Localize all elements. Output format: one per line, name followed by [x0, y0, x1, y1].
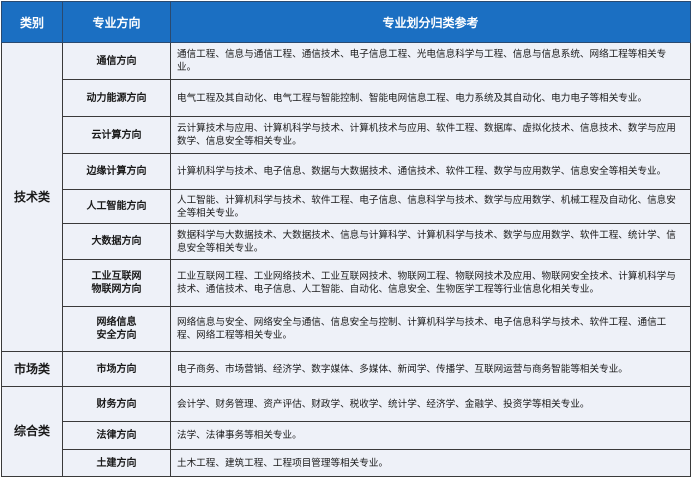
majors-cell: 云计算技术与应用、计算机科学与技术、计算机技术与应用、软件工程、数据库、虚拟化技… [170, 116, 691, 154]
table-row: 云计算方向 云计算技术与应用、计算机科学与技术、计算机技术与应用、软件工程、数据库… [2, 116, 691, 154]
majors-cell: 电子商务、市场营销、经济学、数字媒体、多媒体、新闻学、传播学、互联网运营与商务智… [170, 351, 691, 387]
majors-cell: 电气工程及其自动化、电气工程与智能控制、智能电网信息工程、电力系统及其自动化、电… [170, 79, 691, 117]
direction-cell: 财务方向 [62, 386, 171, 422]
direction-cell: 工业互联网 物联网方向 [62, 259, 171, 307]
direction-cell: 人工智能方向 [62, 189, 171, 224]
header-majors: 专业划分归类参考 [170, 1, 691, 43]
table-row: 边缘计算方向 计算机科学与技术、电子信息、数据与大数据技术、通信技术、软件工程、数… [2, 153, 691, 190]
table-row: 工业互联网 物联网方向 工业互联网工程、工业网络技术、工业互联网技术、物联网工程、… [2, 259, 691, 307]
direction-cell: 法律方向 [62, 421, 171, 450]
majors-cell: 土木工程、建筑工程、工程项目管理等相关专业。 [170, 449, 691, 477]
majors-cell: 通信工程、信息与通信工程、通信技术、电子信息工程、光电信息科学与工程、信息与信息… [170, 42, 691, 80]
category-cell: 市场类 [1, 351, 63, 387]
category-cell: 综合类 [1, 386, 63, 477]
table-row: 网络信息 安全方向 网络信息与安全、网络安全与通信、信息安全与控制、计算机科学与技… [2, 306, 691, 352]
table-row: 综合类 财务方向 会计学、财务管理、资产评估、财政学、税收学、统计学、经济学、金融学… [1, 386, 691, 477]
direction-cell: 网络信息 安全方向 [62, 306, 171, 352]
majors-cell: 工业互联网工程、工业网络技术、工业互联网技术、物联网工程、物联网技术及应用、物联… [170, 259, 691, 307]
direction-cell: 通信方向 [62, 42, 171, 80]
direction-cell: 动力能源方向 [62, 79, 171, 117]
majors-cell: 人工智能、计算机科学与技术、软件工程、电子信息、信息科学与技术、数学与应用数学、… [170, 189, 691, 224]
direction-cell: 云计算方向 [62, 116, 171, 154]
table-row: 人工智能方向 人工智能、计算机科学与技术、软件工程、电子信息、信息科学与技术、数学… [2, 189, 691, 224]
table-row: 土建方向 土木工程、建筑工程、工程项目管理等相关专业。 [2, 449, 691, 477]
table-row: 动力能源方向 电气工程及其自动化、电气工程与智能控制、智能电网信息工程、电力系统及… [2, 79, 691, 117]
direction-cell: 边缘计算方向 [62, 153, 171, 190]
majors-cell: 数据科学与大数据技术、大数据技术、信息与计算科学、计算机科学与技术、数学与应用数… [170, 223, 691, 260]
category-cell: 技术类 [1, 42, 63, 352]
majors-cell: 网络信息与安全、网络安全与通信、信息安全与控制、计算机科学与技术、电子信息科学与… [170, 306, 691, 352]
header-category: 类别 [1, 1, 63, 43]
direction-cell: 大数据方向 [62, 223, 171, 260]
direction-cell: 市场方向 [62, 351, 171, 387]
majors-cell: 会计学、财务管理、资产评估、财政学、税收学、统计学、经济学、金融学、投资学等相关… [170, 386, 691, 422]
majors-cell: 法学、法律事务等相关专业。 [170, 421, 691, 450]
table-row: 市场类 市场方向 电子商务、市场营销、经济学、数字媒体、多媒体、新闻学、传播学、互联… [1, 351, 691, 387]
table-row: 技术类 通信方向 通信工程、信息与通信工程、通信技术、电子信息工程、光电信息科学与工… [1, 42, 691, 352]
direction-cell: 土建方向 [62, 449, 171, 477]
header-direction: 专业方向 [62, 1, 171, 43]
header-row: 类别 专业方向 专业划分归类参考 [1, 1, 691, 43]
table-row: 法律方向 法学、法律事务等相关专业。 [2, 421, 691, 450]
table-row: 大数据方向 数据科学与大数据技术、大数据技术、信息与计算科学、计算机科学与技术、数… [2, 223, 691, 260]
majors-cell: 计算机科学与技术、电子信息、数据与大数据技术、通信技术、软件工程、数学与应用数学… [170, 153, 691, 190]
